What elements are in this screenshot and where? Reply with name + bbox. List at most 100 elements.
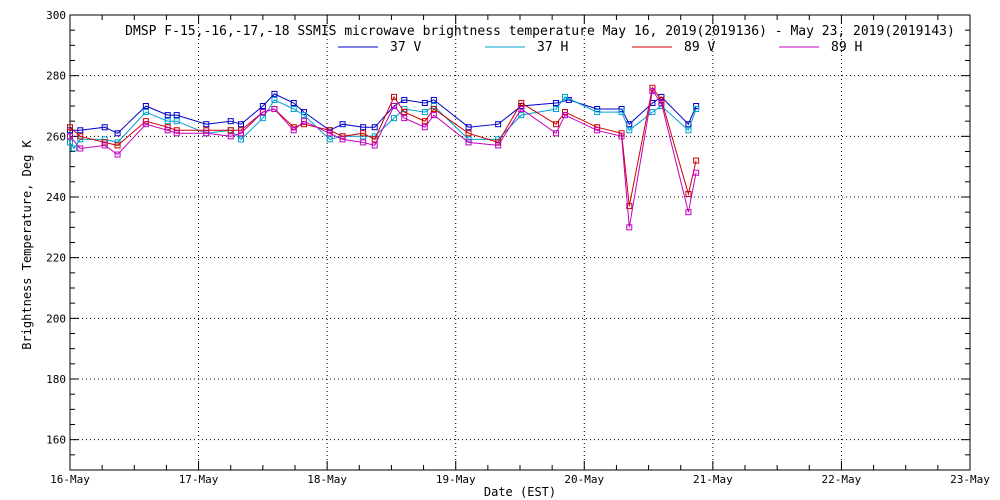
data-point-marker [553,121,559,128]
data-point-marker [77,133,84,140]
x-tick-label: 23-May [950,473,990,486]
data-series [67,84,700,231]
data-point-marker [693,106,700,113]
data-point-marker [401,115,408,122]
data-point-marker [227,133,234,140]
series-89-h [67,87,700,231]
data-point-marker [649,87,656,94]
legend: 37 V 37 H 89 V 89 H [338,40,862,55]
data-point-marker [430,112,437,119]
data-point-marker [465,130,472,137]
data-point-marker [685,209,692,216]
y-tick-label: 280 [46,70,66,83]
data-point-marker [67,124,73,131]
x-tick-label: 21-May [693,473,733,486]
data-point-marker [70,145,77,152]
data-point-marker [142,103,149,109]
y-tick-label: 240 [46,191,66,204]
data-point-marker [618,133,625,140]
data-point-marker [360,124,367,131]
data-point-marker [495,121,502,128]
data-point-marker [518,106,525,113]
data-point-marker [401,109,408,116]
data-point-marker [339,121,346,128]
data-point-marker [301,118,307,125]
data-point-marker [173,130,180,137]
data-point-marker [67,139,73,146]
data-point-marker [421,109,428,116]
data-point-marker [391,93,397,100]
data-point-marker [401,96,408,103]
data-point-marker [164,127,171,134]
data-point-marker [271,106,278,113]
data-point-marker [594,127,601,134]
data-point-marker [77,127,84,134]
legend-label: 37 V [390,40,421,55]
data-point-marker [238,130,244,137]
data-point-marker [271,90,278,97]
chart-title: DMSP F-15,-16,-17,-18 SSMIS microwave br… [125,24,955,39]
data-point-marker [693,169,700,176]
legend-label: 89 H [831,40,862,55]
data-point-marker [142,121,149,128]
y-tick-label: 300 [46,9,66,22]
x-tick-label: 22-May [822,473,862,486]
legend-label: 89 V [684,40,715,55]
x-tick-label: 16-May [50,473,90,486]
data-point-marker [227,118,234,125]
data-point-marker [391,103,397,109]
data-point-marker [594,124,601,131]
data-point-marker [562,112,568,119]
data-point-marker [326,136,333,143]
y-tick-label: 200 [46,312,66,325]
data-point-marker [238,121,244,128]
data-point-marker [465,124,472,131]
data-point-marker [562,93,568,100]
series-line [69,89,697,228]
data-point-marker [391,115,397,122]
y-tick-label: 220 [46,252,66,265]
data-point-marker [553,99,559,106]
data-point-marker [495,142,502,149]
data-point-marker [326,130,333,137]
data-point-marker [290,99,297,106]
data-point-marker [518,112,525,119]
data-point-marker [101,136,108,143]
data-point-marker [693,157,700,164]
data-point-marker [339,133,346,140]
data-point-marker [594,106,601,113]
data-point-marker [173,127,180,134]
data-point-marker [430,106,437,113]
data-point-marker [173,112,180,119]
data-point-marker [164,112,171,119]
data-point-marker [271,96,278,103]
y-tick-label: 260 [46,130,66,143]
data-point-marker [77,145,84,152]
data-point-marker [465,139,472,146]
data-point-marker [371,124,378,131]
x-tick-label: 19-May [436,473,476,486]
data-point-marker [618,106,625,113]
data-point-marker [301,112,307,119]
data-point-marker [553,130,559,137]
data-point-marker [290,127,297,134]
legend-label: 37 H [537,40,568,55]
x-axis-title: Date (EST) [484,485,556,499]
data-point-marker [203,130,210,137]
data-point-marker [518,99,525,106]
data-point-marker [238,136,244,143]
y-tick-label: 180 [46,373,66,386]
data-point-marker [626,203,633,210]
data-point-marker [360,130,367,137]
x-tick-label: 17-May [179,473,219,486]
data-point-marker [101,142,108,149]
data-point-marker [649,109,656,116]
data-point-marker [101,124,108,131]
data-point-marker [114,151,121,158]
data-point-marker [553,106,559,113]
series-89-v [67,84,700,210]
y-tick-label: 160 [46,434,66,447]
data-point-marker [421,124,428,131]
